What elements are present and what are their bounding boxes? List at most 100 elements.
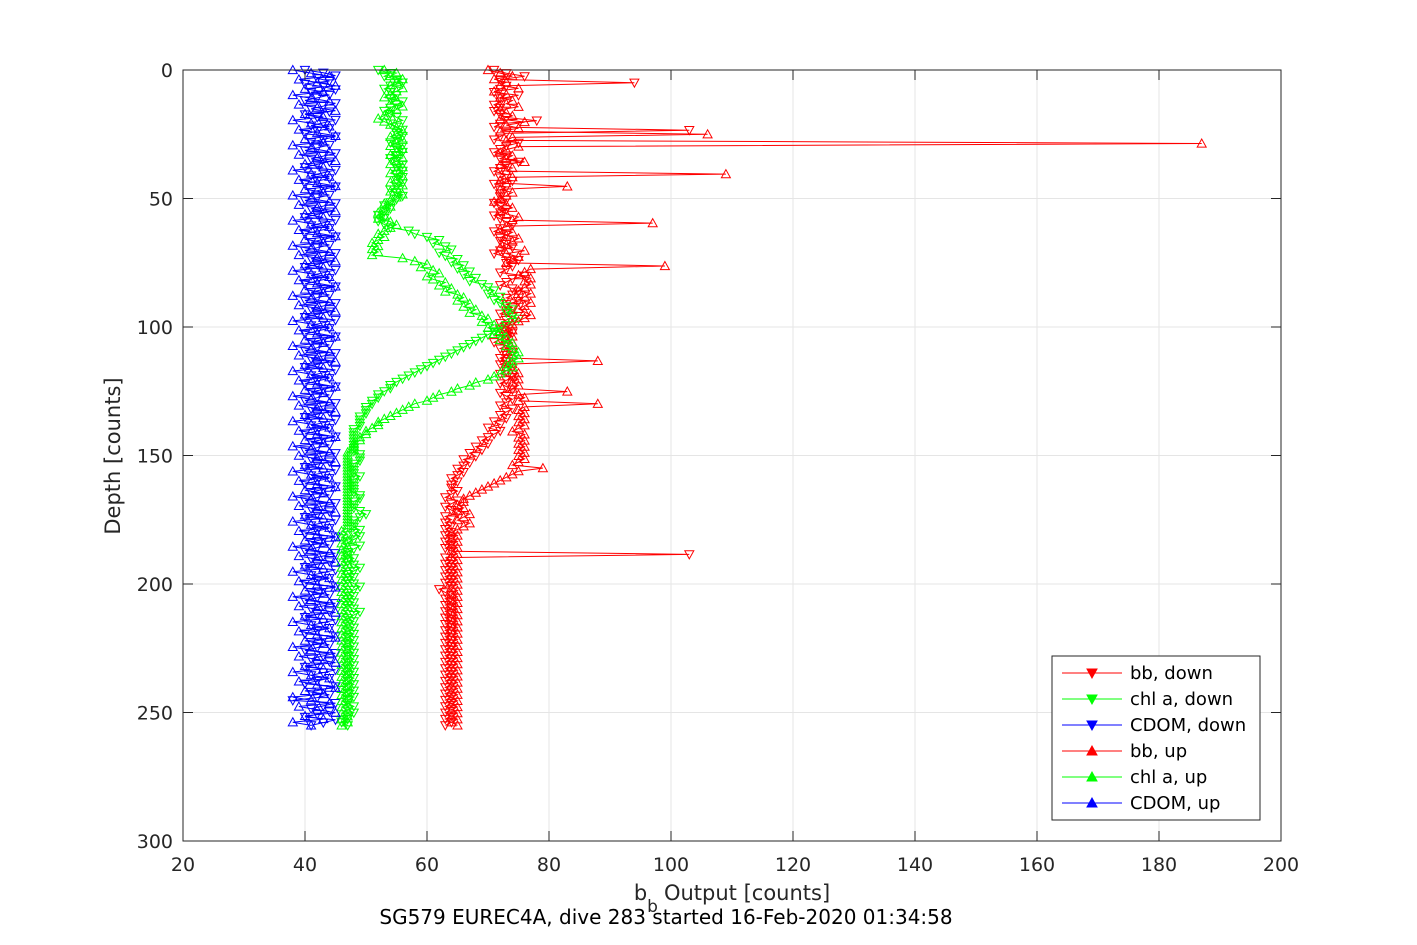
- data-point: [342, 625, 354, 636]
- data-point: [305, 421, 317, 431]
- data-point: [293, 650, 305, 661]
- data-point: [452, 627, 463, 638]
- data-point: [421, 232, 433, 243]
- data-point: [317, 335, 329, 345]
- data-point: [342, 540, 354, 551]
- data-point: [311, 102, 323, 112]
- x-tick-label: 140: [897, 854, 933, 876]
- data-point: [342, 662, 354, 672]
- data-point: [385, 194, 396, 205]
- data-point: [507, 186, 518, 197]
- data-point: [299, 83, 311, 93]
- data-point: [446, 686, 457, 696]
- data-point: [446, 618, 457, 629]
- data-point: [299, 509, 311, 520]
- data-point: [446, 600, 457, 611]
- data-point: [494, 309, 506, 320]
- data-point: [494, 173, 506, 184]
- data-point: [342, 698, 354, 709]
- data-point: [488, 196, 500, 206]
- data-point: [470, 376, 482, 387]
- data-point: [452, 264, 463, 275]
- data-point: [330, 232, 341, 243]
- data-point: [287, 691, 299, 702]
- data-point: [446, 704, 457, 715]
- data-point: [324, 396, 335, 407]
- data-point: [287, 591, 299, 601]
- data-point: [513, 211, 524, 222]
- data-point: [507, 382, 518, 393]
- data-point: [507, 324, 518, 335]
- data-point: [311, 626, 323, 637]
- data-point: [311, 293, 323, 304]
- data-point: [507, 254, 518, 264]
- data-point: [494, 79, 506, 90]
- data-point: [507, 171, 518, 182]
- data-point: [293, 525, 305, 536]
- data-point: [342, 650, 354, 660]
- data-point: [500, 190, 512, 200]
- data-point: [452, 529, 463, 540]
- data-point: [427, 273, 439, 284]
- data-point: [305, 221, 317, 232]
- data-point: [317, 268, 329, 279]
- data-point: [336, 683, 347, 694]
- data-point: [299, 610, 311, 620]
- data-point: [385, 119, 396, 129]
- data-point: [385, 216, 396, 226]
- data-point: [513, 141, 524, 151]
- data-point: [500, 358, 512, 369]
- data-point: [513, 379, 524, 390]
- data-point: [720, 168, 732, 179]
- data-point: [330, 215, 341, 226]
- y-tick-label: 250: [137, 703, 173, 725]
- data-point: [317, 287, 329, 297]
- legend-item: CDOM, up: [1062, 793, 1220, 814]
- data-point: [324, 547, 335, 557]
- data-point: [513, 251, 524, 261]
- data-point: [336, 713, 347, 724]
- x-tick-label: 200: [1263, 854, 1299, 876]
- data-point: [305, 254, 317, 265]
- data-point: [311, 460, 323, 470]
- data-point: [342, 704, 354, 715]
- data-point: [494, 223, 506, 234]
- data-point: [305, 393, 317, 404]
- data-point: [452, 523, 463, 534]
- data-point: [336, 555, 347, 566]
- data-point: [317, 118, 329, 129]
- data-point: [317, 186, 329, 197]
- data-point: [507, 150, 518, 160]
- data-point: [446, 594, 457, 604]
- data-point: [293, 274, 305, 285]
- data-point: [336, 695, 347, 706]
- data-point: [500, 98, 512, 108]
- data-point: [397, 188, 408, 199]
- data-point: [330, 465, 341, 476]
- data-point: [317, 368, 329, 379]
- data-point: [372, 234, 384, 245]
- data-point: [391, 407, 402, 417]
- data-point: [446, 563, 457, 574]
- data-point: [311, 327, 323, 338]
- data-point: [513, 232, 524, 243]
- data-point: [452, 707, 463, 718]
- data-point: [488, 249, 500, 260]
- legend-marker: [1086, 796, 1098, 808]
- data-point: [494, 125, 506, 136]
- legend-label: chl a, up: [1130, 767, 1207, 788]
- data-point: [446, 258, 457, 268]
- data-point: [317, 135, 329, 145]
- data-point: [299, 685, 311, 695]
- data-point: [464, 490, 476, 500]
- data-point: [293, 149, 305, 159]
- data-point: [299, 534, 311, 545]
- data-point: [311, 74, 323, 84]
- data-point: [488, 148, 500, 158]
- data-point: [372, 246, 384, 257]
- data-point: [372, 213, 384, 223]
- x-axis-label-prefix: b: [634, 881, 647, 905]
- data-point: [342, 656, 354, 666]
- data-point: [293, 199, 305, 209]
- data-point: [452, 701, 463, 712]
